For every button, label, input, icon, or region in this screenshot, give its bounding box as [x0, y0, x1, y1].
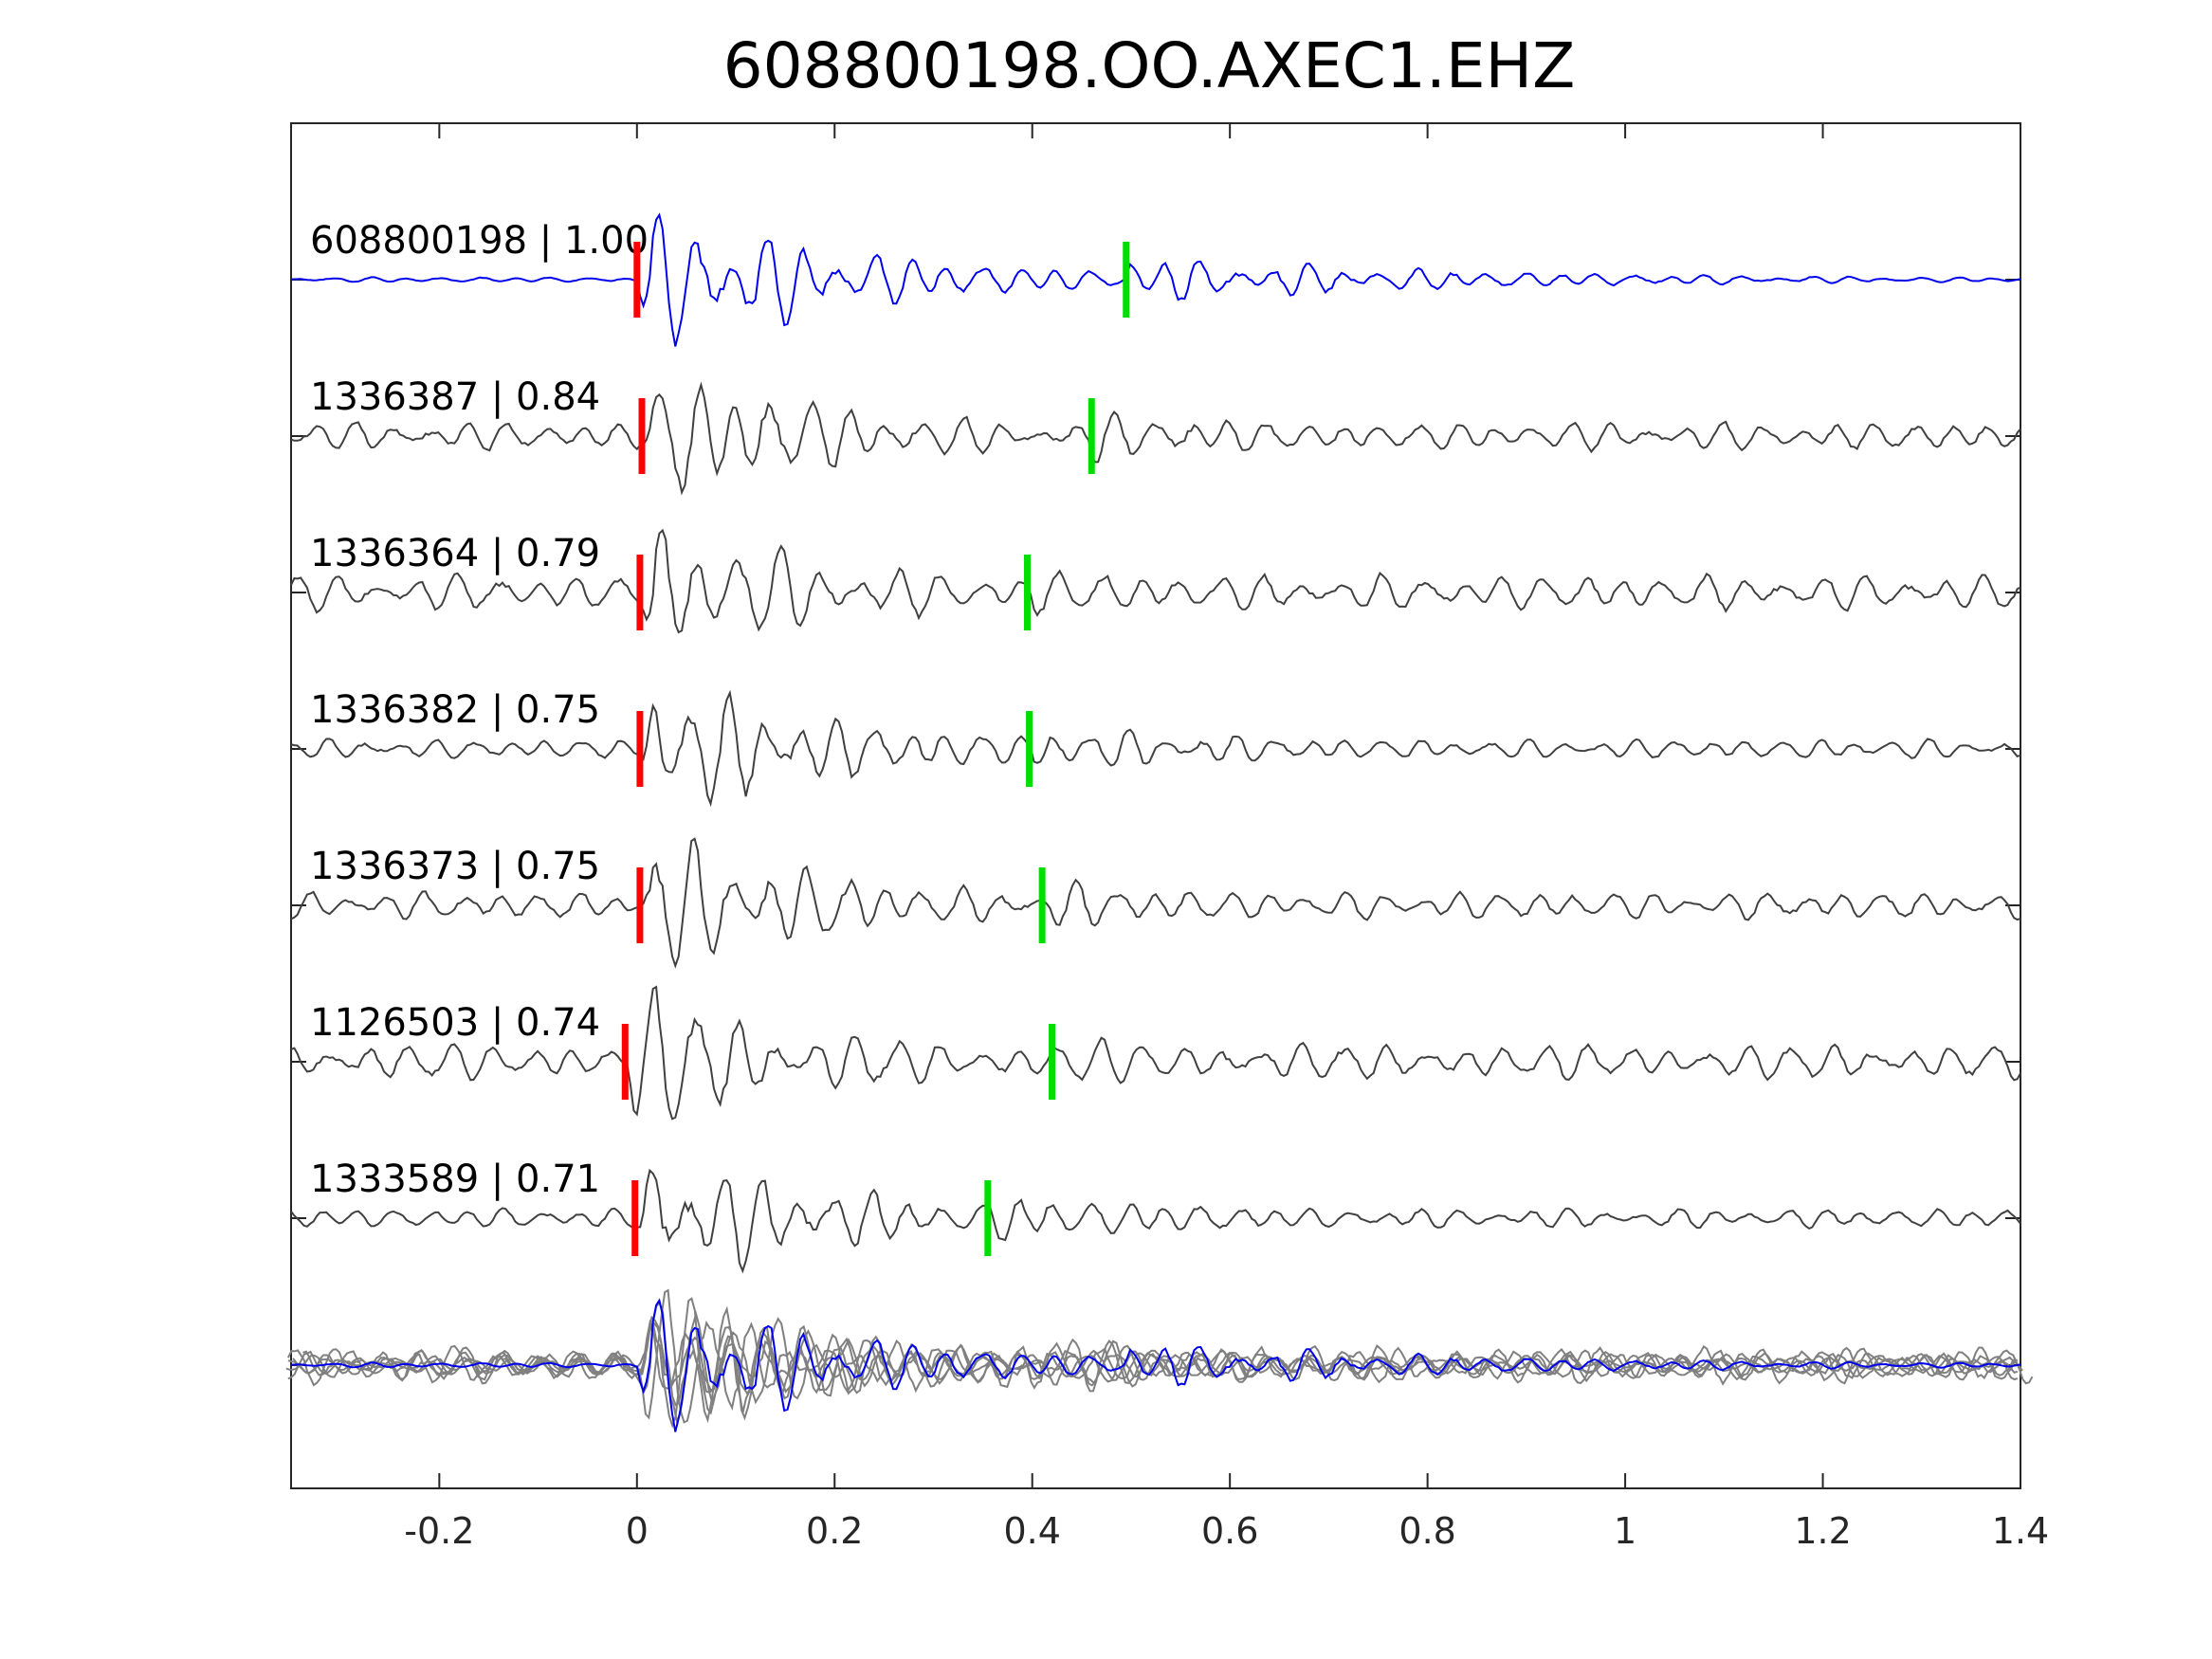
x-tick-label: 0 — [626, 1510, 649, 1552]
trace-label: 1336382 | 0.75 — [310, 688, 600, 732]
trace-label: 608800198 | 1.00 — [310, 219, 649, 263]
waveform-trace — [290, 528, 2021, 634]
x-tick-label: 1.2 — [1794, 1510, 1851, 1552]
plot-axes: -0.2 0 0.2 0.4 0.6 0.8 1 1.2 1.4 — [290, 122, 2049, 1552]
x-tick-label: 1.4 — [1992, 1510, 2049, 1552]
x-tick-label: 0.8 — [1398, 1510, 1455, 1552]
stacked-trace — [292, 1315, 2023, 1421]
waveform-trace — [290, 1168, 2021, 1274]
waveform-traces — [290, 212, 2021, 1274]
trace-label: 1126503 | 0.74 — [310, 1001, 600, 1045]
x-tick-label: 1 — [1614, 1510, 1636, 1552]
stacked-waveforms — [285, 1288, 2034, 1432]
trace-labels: 608800198 | 1.00 1336387 | 0.84 1336364 | … — [310, 219, 649, 1201]
axes-frame — [290, 122, 2021, 1489]
x-tick-label: 0.6 — [1201, 1510, 1258, 1552]
waveform-trace — [290, 837, 2021, 969]
x-tick-label: 0.4 — [1003, 1510, 1060, 1552]
trace-label: 1336364 | 0.79 — [310, 532, 600, 575]
stacked-reference-trace — [290, 1298, 2021, 1432]
stacked-trace — [287, 1305, 2019, 1424]
stacked-trace — [287, 1297, 2019, 1429]
trace-label: 1336387 | 0.84 — [310, 375, 600, 419]
chart-title: 608800198.OO.AXEC1.EHZ — [723, 29, 1576, 102]
x-tick-label: 0.2 — [806, 1510, 863, 1552]
waveform-trace — [290, 689, 2021, 808]
trace-label: 1333589 | 0.71 — [310, 1158, 600, 1201]
waveform-trace — [290, 381, 2021, 496]
phase-picks — [621, 242, 1130, 1256]
trace-label: 1336373 | 0.75 — [310, 845, 600, 888]
x-tick-label: -0.2 — [404, 1510, 474, 1552]
waveform-trace — [290, 985, 2021, 1121]
waveform-trace — [290, 212, 2021, 347]
